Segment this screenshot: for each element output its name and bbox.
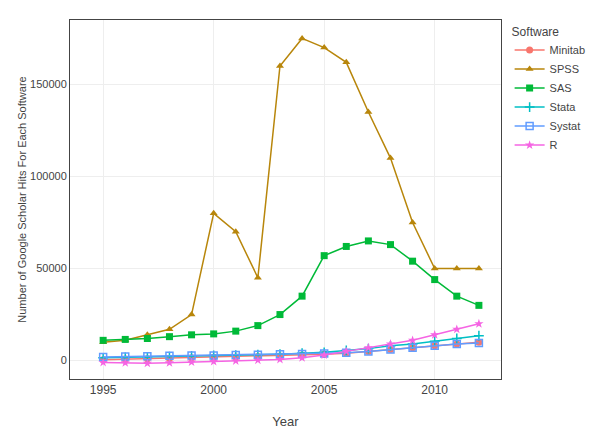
svg-text:Systat: Systat <box>550 120 581 132</box>
svg-text:SAS: SAS <box>550 82 572 94</box>
svg-text:2010: 2010 <box>421 383 448 397</box>
svg-text:150000: 150000 <box>30 78 67 90</box>
svg-text:SPSS: SPSS <box>550 63 579 75</box>
svg-text:R: R <box>550 139 558 151</box>
svg-text:Number of Google Scholar Hits: Number of Google Scholar Hits For Each S… <box>16 76 28 322</box>
svg-text:100000: 100000 <box>30 170 67 182</box>
svg-text:2000: 2000 <box>200 383 227 397</box>
svg-text:Year: Year <box>272 414 299 429</box>
svg-text:50000: 50000 <box>36 262 67 274</box>
svg-text:0: 0 <box>61 354 67 366</box>
svg-text:1995: 1995 <box>90 383 117 397</box>
svg-text:2005: 2005 <box>311 383 338 397</box>
svg-text:Stata: Stata <box>550 101 577 113</box>
svg-text:Software: Software <box>512 25 560 39</box>
svg-text:Minitab: Minitab <box>550 44 585 56</box>
